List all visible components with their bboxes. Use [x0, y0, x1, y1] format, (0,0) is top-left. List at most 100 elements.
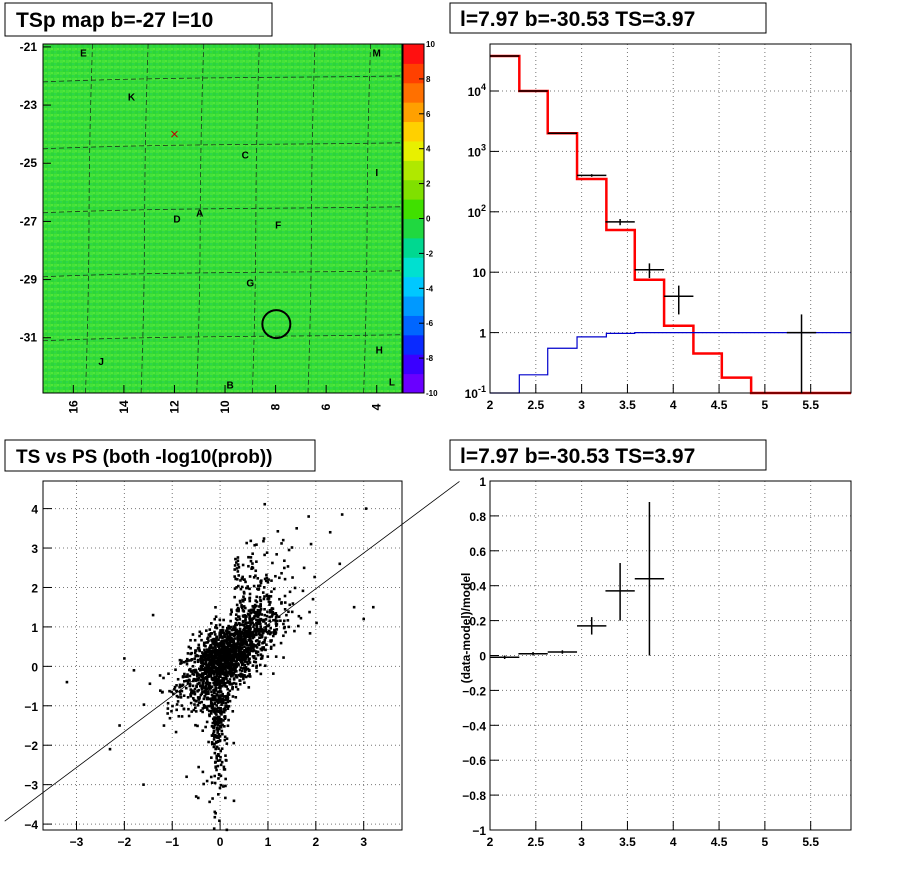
scatter-point — [220, 640, 223, 644]
scatter-point — [259, 622, 262, 626]
scatter-point — [224, 665, 228, 669]
scatter-point — [196, 658, 200, 662]
scatter-point — [229, 658, 233, 661]
scatter-point — [230, 610, 233, 614]
scatter-point — [248, 599, 252, 603]
scatter-point — [205, 670, 209, 673]
map-x-tick-label: 4 — [370, 403, 384, 410]
scatter-point — [215, 757, 218, 760]
scatter-point — [233, 632, 236, 636]
scatter-point — [230, 661, 234, 665]
scatter-point — [224, 777, 227, 781]
scatter-point — [204, 725, 207, 729]
scatter-point — [208, 670, 211, 674]
scatter-point — [235, 577, 239, 581]
scatter-point — [259, 603, 262, 606]
scatter-point — [215, 709, 219, 713]
scatter-point — [202, 652, 205, 656]
scatter-point — [231, 628, 235, 632]
scatter-point — [231, 658, 235, 662]
scatter-point — [234, 613, 238, 616]
scatter-point — [226, 700, 230, 704]
scatter-point — [282, 634, 285, 638]
scatter-point — [236, 654, 240, 657]
scatter-point — [216, 721, 220, 724]
scatter-point — [208, 628, 212, 631]
scatter-point — [187, 659, 190, 662]
scatter-point — [210, 781, 214, 784]
scatter-point — [274, 574, 277, 578]
scatter-point — [219, 711, 222, 715]
scatter-point — [255, 646, 259, 649]
scatter-point — [221, 701, 224, 704]
scatter-point — [232, 649, 235, 653]
colorbar-swatch — [403, 82, 424, 103]
scatter-point — [245, 667, 249, 671]
scatter-point — [207, 654, 211, 658]
scatter-point — [283, 566, 286, 570]
scatter-point — [235, 664, 239, 667]
scatter-point — [234, 668, 237, 671]
scatter-point — [285, 613, 288, 617]
scatter-point — [204, 661, 208, 664]
scatter-point — [214, 615, 218, 618]
scatter-point — [233, 655, 237, 659]
scatter-point — [211, 705, 214, 708]
scatter-point — [249, 559, 253, 563]
scatter-point — [259, 580, 262, 583]
scatter-point — [276, 619, 279, 623]
residual-y-tick-label: −1 — [472, 824, 486, 838]
scatter-point — [275, 614, 279, 617]
scatter-point — [199, 709, 203, 712]
scatter-point — [228, 689, 232, 693]
scatter-point — [266, 632, 270, 635]
scatter-point — [275, 553, 278, 556]
scatter-point — [215, 704, 219, 707]
scatter-point — [203, 677, 207, 680]
scatter-point — [210, 646, 214, 650]
scatter-point — [218, 653, 222, 657]
scatter-point — [197, 701, 201, 704]
scatter-point — [248, 644, 251, 647]
scatter-point — [226, 665, 229, 668]
spectrum-title: l=7.97 b=-30.53 TS=3.97 — [460, 8, 695, 31]
scatter-point — [187, 714, 191, 718]
scatter-point — [226, 695, 229, 699]
scatter-point — [221, 636, 224, 640]
spectrum-series — [490, 54, 851, 395]
map-longitude-line — [85, 43, 93, 394]
scatter-point — [299, 616, 303, 620]
scatter-point — [221, 625, 225, 629]
scatter-point — [221, 723, 224, 727]
scatter-point — [255, 626, 259, 629]
scatter-point — [246, 612, 250, 616]
scatter-point — [257, 632, 261, 636]
scatter-point — [142, 703, 146, 706]
scatter-point — [233, 642, 236, 646]
residual-title-box — [449, 439, 767, 471]
scatter-point — [291, 576, 294, 579]
scatter-point — [221, 692, 224, 696]
scatter-point — [221, 684, 224, 688]
scatter-point — [262, 586, 266, 589]
scatter-point — [274, 655, 278, 658]
scatter-point — [234, 630, 238, 634]
scatter-point — [216, 729, 220, 732]
scatter-point — [231, 687, 234, 691]
scatter-point — [181, 675, 185, 678]
scatter-point — [209, 699, 213, 703]
scatter-point — [230, 632, 234, 636]
map-x-ticks: 16 14 12 10 8 6 4 — [66, 385, 384, 414]
scatter-point — [217, 733, 221, 736]
scatter-point — [251, 664, 255, 667]
scatter-point — [238, 638, 241, 642]
scatter-point — [216, 674, 219, 678]
scatter-point — [205, 648, 209, 651]
scatter-y-tick-label: 3 — [31, 542, 38, 556]
scatter-point — [227, 691, 230, 695]
scatter-point — [239, 666, 243, 669]
scatter-point — [243, 670, 247, 673]
scatter-point — [301, 589, 305, 593]
scatter-point — [238, 628, 242, 631]
